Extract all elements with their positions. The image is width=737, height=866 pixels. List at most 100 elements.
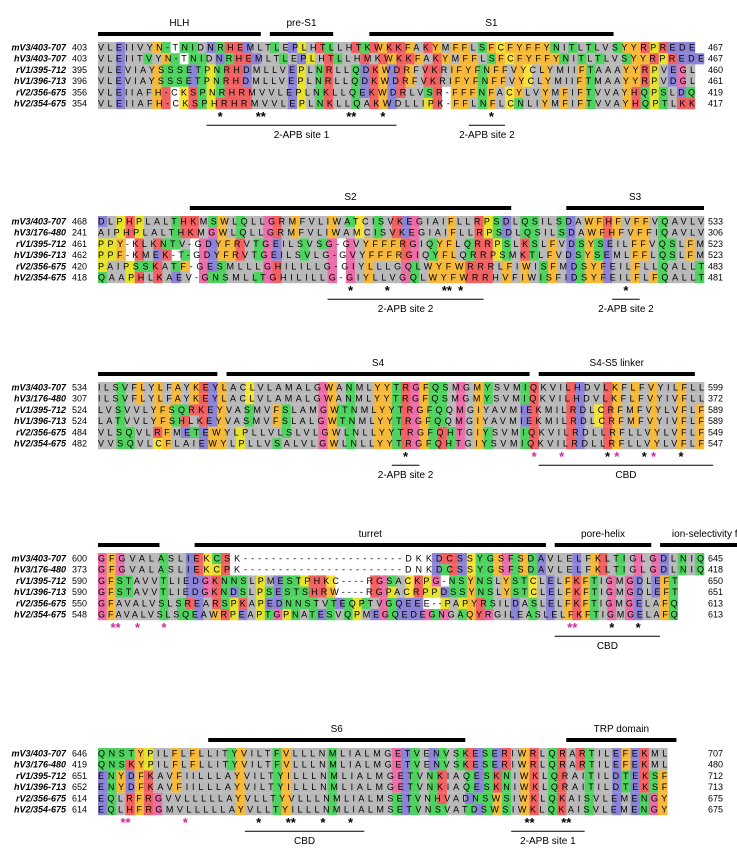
residue-cell	[475, 553, 485, 565]
residue-cell	[336, 781, 347, 793]
residue-cell	[98, 553, 108, 565]
residue-cell	[272, 249, 282, 261]
residue-cell	[557, 393, 567, 405]
residue-cell	[327, 260, 338, 272]
residue-cell	[107, 260, 117, 272]
residue-cell	[98, 98, 108, 110]
sequence-name: hV2/354-675	[14, 439, 67, 449]
residue-cell	[373, 216, 383, 228]
residue-cell	[648, 249, 659, 261]
residue-cell	[514, 42, 524, 54]
residue-cell	[98, 597, 108, 609]
residue-cell	[446, 804, 457, 816]
residue-cell	[217, 272, 227, 284]
residue-cell	[423, 42, 433, 54]
residue-cell	[254, 404, 264, 416]
residue-cell	[224, 42, 234, 54]
residue-cell	[180, 272, 191, 284]
residue-cell	[290, 426, 301, 438]
residue-cell	[492, 415, 503, 427]
residue-cell	[281, 426, 292, 438]
residue-cell	[432, 42, 443, 54]
residue-cell	[528, 564, 538, 576]
residue-cell	[189, 792, 200, 804]
residue-cell	[456, 781, 466, 793]
residue-cell	[649, 53, 660, 65]
end-position: 467	[708, 54, 723, 64]
residue-cell	[309, 770, 319, 782]
residue-cell	[456, 415, 466, 427]
residue-cell	[318, 216, 328, 228]
residue-cell	[586, 53, 596, 65]
residue-cell	[648, 216, 659, 228]
residue-cell	[244, 781, 255, 793]
residue-cell	[511, 748, 521, 760]
residue-cell	[511, 804, 521, 816]
residue-cell	[520, 216, 530, 228]
residue-cell	[235, 393, 246, 405]
residue-cell	[465, 781, 475, 793]
residue-cell	[428, 415, 439, 427]
residue-cell	[410, 438, 420, 450]
residue-cell	[324, 98, 334, 110]
residue-cell	[493, 553, 503, 565]
residue-cell	[333, 42, 343, 54]
residue-cell	[667, 98, 678, 110]
residue-cell	[593, 382, 604, 394]
residue-cell	[254, 748, 264, 760]
residue-cell	[446, 792, 457, 804]
residue-cell	[199, 249, 209, 261]
residue-cell	[272, 227, 282, 239]
residue-cell	[224, 53, 234, 65]
binding-residue-marker: **	[111, 620, 122, 635]
residue-cell	[493, 597, 503, 609]
residue-cell	[281, 770, 292, 782]
residue-cell	[153, 415, 163, 427]
residue-cell	[345, 238, 356, 250]
residue-cell	[300, 415, 310, 427]
residue-cell	[545, 586, 555, 598]
residue-cell	[345, 748, 356, 760]
end-position: 467	[708, 43, 723, 53]
residue-cell	[309, 748, 319, 760]
residue-cell	[282, 586, 292, 598]
start-position: 652	[72, 782, 87, 792]
residue-cell	[391, 770, 402, 782]
residue-cell	[474, 249, 484, 261]
residue-cell	[589, 553, 599, 565]
residue-cell	[554, 553, 564, 565]
residue-cell	[685, 404, 696, 416]
residue-cell	[220, 564, 231, 576]
residue-cell	[185, 564, 195, 576]
residue-cell	[387, 64, 397, 76]
residue-cell	[446, 393, 457, 405]
residue-cell	[107, 98, 117, 110]
residue-cell	[465, 804, 475, 816]
residue-cell	[694, 404, 705, 416]
residue-cell	[300, 404, 310, 416]
residue-cell	[563, 564, 573, 576]
residue-cell	[449, 586, 459, 598]
residue-cell	[208, 426, 218, 438]
residue-cell	[685, 75, 696, 87]
residue-cell	[116, 64, 126, 76]
sequence-row: QNSKYPILFLFLLITYVILTFVLLLNMLIALMGETVENVS…	[98, 759, 668, 771]
residue-cell	[125, 75, 135, 87]
residue-cell	[566, 393, 576, 405]
residue-cell	[345, 404, 356, 416]
residue-cell	[260, 64, 271, 76]
residue-cell	[676, 393, 686, 405]
residue-cell	[327, 227, 338, 239]
sequence-name: rV2/356-675	[16, 87, 67, 97]
residue-cell	[244, 393, 255, 405]
residue-cell	[419, 272, 429, 284]
residue-cell	[649, 75, 660, 87]
residue-cell	[604, 53, 614, 65]
residue-cell	[180, 227, 191, 239]
residue-cell	[124, 575, 134, 587]
residue-cell	[639, 415, 650, 427]
residue-cell	[483, 415, 494, 427]
residue-cell	[514, 64, 524, 76]
residue-cell	[247, 609, 257, 621]
residue-cell	[269, 75, 280, 87]
